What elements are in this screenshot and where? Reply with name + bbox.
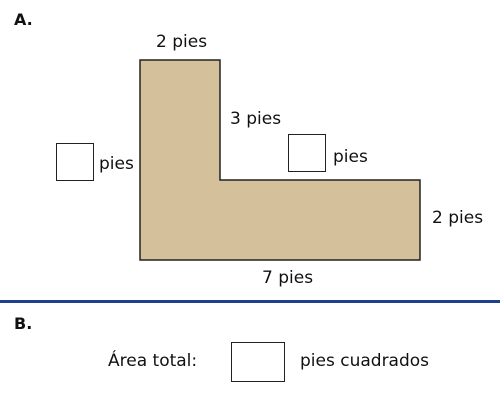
section-divider <box>0 300 500 303</box>
dimension-top-label: 2 pies <box>156 32 208 52</box>
total-area-row: Área total: pies cuadrados <box>0 340 500 384</box>
total-area-label: Área total: <box>108 351 198 371</box>
inner-horizontal-answer-box[interactable] <box>288 134 326 172</box>
l-shape-figure: 2 pies 3 pies pies pies 2 pies 7 pies <box>56 32 484 288</box>
total-area-answer-box[interactable] <box>231 342 285 382</box>
left-side-answer-box[interactable] <box>56 143 94 181</box>
total-area-unit: pies cuadrados <box>300 351 430 371</box>
dimension-bottom-label: 7 pies <box>262 268 314 288</box>
dimension-left-unit: pies <box>99 154 134 174</box>
dimension-inner-vertical-label: 3 pies <box>230 109 282 129</box>
dimension-right-label: 2 pies <box>432 208 484 228</box>
dimension-inner-horizontal-unit: pies <box>333 147 368 167</box>
part-a-label: A. <box>14 10 33 29</box>
l-shape <box>139 59 421 261</box>
part-b-label: B. <box>14 314 33 333</box>
l-shape-svg <box>139 59 421 261</box>
